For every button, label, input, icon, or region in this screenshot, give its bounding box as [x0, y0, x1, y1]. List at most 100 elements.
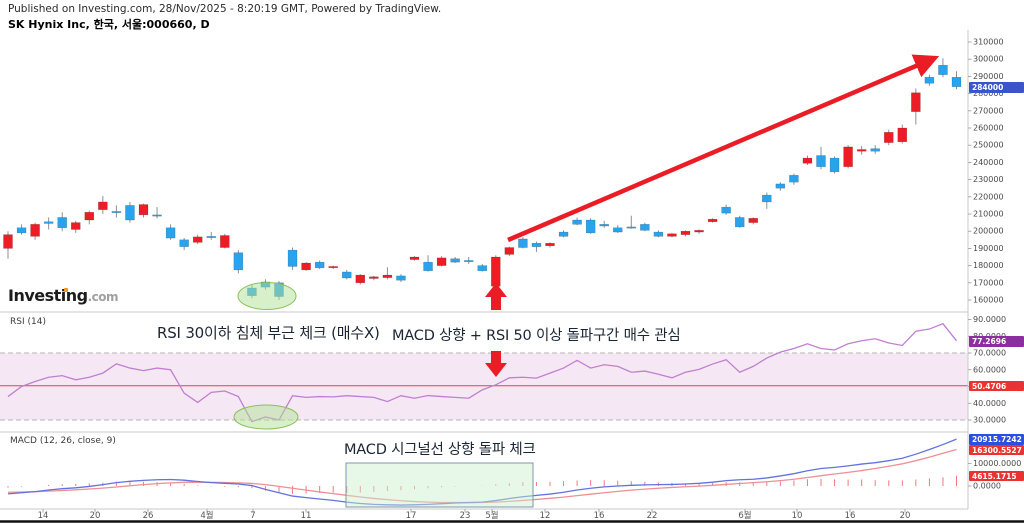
- candle-up: [301, 262, 311, 271]
- signal-value-badge: 16300.5527: [969, 444, 1024, 455]
- price-tick-label: 190000: [973, 244, 1004, 253]
- candle-up: [694, 230, 704, 233]
- candle-up: [3, 234, 13, 249]
- candle-down: [626, 226, 637, 229]
- price-tick-label: 310000: [973, 38, 1004, 47]
- time-tick-label: 22: [647, 511, 658, 521]
- candle-down: [477, 265, 487, 272]
- time-tick-label: 14: [38, 511, 49, 521]
- candle-down: [870, 148, 880, 152]
- candle-down: [938, 64, 948, 75]
- candle-up: [409, 256, 420, 260]
- candle-down: [775, 183, 786, 189]
- candle-down: [179, 239, 189, 247]
- candle-up: [748, 218, 758, 223]
- candle-up: [504, 247, 515, 255]
- annotation-rsi-oversold: RSI 30이하 침체 부근 체크 (매수X): [157, 324, 380, 342]
- rsi-pane-label: RSI (14): [10, 317, 46, 327]
- rsi-value-badge: 77.2696: [969, 336, 1024, 347]
- candle-down: [585, 219, 596, 234]
- candle-up: [802, 157, 813, 164]
- instrument-line: SK Hynix Inc, 한국, 서울:000660, D: [8, 18, 210, 31]
- candle-up: [491, 256, 501, 287]
- logo-accent-dot: [64, 288, 68, 292]
- time-tick-label: 26: [143, 511, 154, 521]
- uptrend-arrow: [507, 54, 940, 243]
- candle-down: [653, 231, 664, 237]
- investing-logo-brand: Investing: [8, 286, 88, 305]
- rsi-mid-badge: 50.4706: [969, 380, 1024, 391]
- time-tick-label: 7: [250, 511, 255, 521]
- rsi-tick-label: 70.0000: [973, 349, 1006, 358]
- up-arrow: [485, 283, 507, 310]
- last-price-badge: 284000: [969, 82, 1024, 93]
- candle-up: [897, 127, 908, 143]
- candle-down: [924, 77, 935, 84]
- candle-down: [762, 194, 772, 203]
- price-tick-label: 280000: [973, 89, 1004, 98]
- highlight-ellipse-price: [237, 282, 297, 310]
- candle-down: [558, 231, 569, 237]
- candle-down: [423, 261, 433, 272]
- price-tick-label: 200000: [973, 227, 1004, 236]
- price-tick-label: 220000: [973, 192, 1004, 201]
- macd-value-badge: 20915.7242: [969, 434, 1024, 445]
- candle-up: [667, 233, 677, 237]
- candle-down: [43, 221, 54, 224]
- candle-down: [789, 175, 799, 183]
- candle-down: [152, 214, 162, 217]
- candle-up: [843, 146, 853, 167]
- time-tick-label: 11: [301, 511, 312, 521]
- candle-up: [911, 92, 921, 112]
- time-tick-label: 16: [594, 511, 605, 521]
- down-arrow: [485, 351, 507, 377]
- candle-down: [342, 271, 352, 279]
- time-tick-label: 23: [460, 511, 471, 521]
- time-tick-label: 4월: [200, 510, 213, 521]
- candle-up: [884, 132, 894, 143]
- candle-up: [138, 204, 149, 216]
- price-tick-label: 170000: [973, 278, 1004, 287]
- candle-down: [16, 227, 27, 234]
- price-tick-label: 180000: [973, 261, 1004, 270]
- candle-down: [613, 227, 623, 233]
- candle-up: [707, 218, 718, 222]
- candle-down: [287, 249, 298, 267]
- candle-up: [30, 224, 40, 237]
- price-tick-label: 240000: [973, 158, 1004, 167]
- candle-up: [856, 149, 867, 152]
- candle-down: [816, 155, 826, 167]
- highlight-box-macd: [345, 462, 534, 508]
- investing-logo-domain: .com: [87, 290, 119, 304]
- macd-tick-label: 10000.0000: [973, 459, 1021, 468]
- rsi-tick-label: 40.0000: [973, 399, 1006, 408]
- rsi-line: [7, 322, 958, 423]
- time-tick-label: 6월: [738, 510, 751, 521]
- annotation-buy-zone: MACD 상향 + RSI 50 이상 돌파구간 매수 관심: [392, 328, 681, 344]
- investing-logo: Investing.com: [8, 286, 119, 305]
- candle-down: [57, 217, 67, 229]
- candle-down: [314, 261, 325, 269]
- candle-down: [233, 252, 244, 271]
- price-tick-label: 210000: [973, 210, 1004, 219]
- candle-down: [111, 211, 122, 213]
- candle-down: [829, 157, 840, 173]
- price-tick-label: 300000: [973, 55, 1004, 64]
- highlight-ellipse-rsi: [233, 404, 299, 430]
- candle-down: [734, 217, 745, 228]
- candle-down: [396, 275, 406, 281]
- candle-up: [436, 257, 447, 266]
- candle-down: [518, 238, 528, 248]
- candle-down: [640, 224, 650, 231]
- candle-up: [355, 274, 366, 284]
- time-tick-label: 10: [792, 511, 803, 521]
- candle-down: [125, 205, 135, 221]
- time-tick-label: 12: [540, 511, 551, 521]
- candle-up: [98, 201, 108, 210]
- hist-value-badge: 4615.1715: [969, 470, 1024, 481]
- rsi-tick-label: 60.0000: [973, 365, 1006, 374]
- candle-down: [463, 260, 474, 262]
- candle-down: [450, 258, 460, 263]
- price-tick-label: 270000: [973, 106, 1004, 115]
